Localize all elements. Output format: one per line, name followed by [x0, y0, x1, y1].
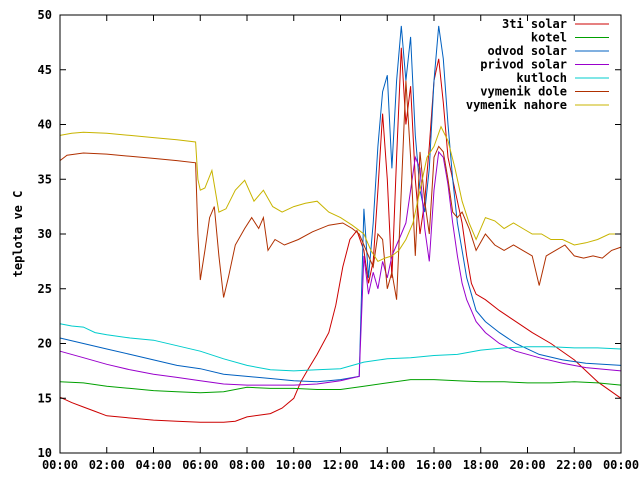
legend-label-1: kotel	[531, 31, 567, 45]
legend-label-2: odvod solar	[488, 44, 567, 58]
legend-label-5: vymenik dole	[480, 85, 567, 99]
series-line-6	[59, 125, 621, 263]
legend-label-3: privod solar	[480, 58, 567, 72]
y-axis-label: teplota ve C	[11, 191, 25, 278]
series-line-5	[59, 80, 622, 300]
x-tick-label-7: 14:00	[369, 458, 405, 472]
y-tick-label-1: 15	[38, 391, 52, 405]
series-layer	[59, 25, 622, 423]
y-tick-label-6: 40	[38, 118, 52, 132]
y-tick-label-7: 45	[38, 63, 52, 77]
x-tick-label-3: 06:00	[182, 458, 218, 472]
series-line-1	[59, 379, 622, 394]
y-tick-label-5: 35	[38, 172, 52, 186]
y-tick-label-0: 10	[38, 446, 52, 460]
ticks-layer: 00:00 02:00 04:00 06:00 08:00 10:00 12:00 14:00…	[38, 8, 640, 472]
legend-label-0: 3ti solar	[502, 17, 567, 31]
x-tick-label-8: 16:00	[416, 458, 452, 472]
x-tick-label-4: 08:00	[229, 458, 265, 472]
y-tick-label-3: 25	[38, 282, 52, 296]
x-tick-label-9: 18:00	[463, 458, 499, 472]
x-tick-label-6: 12:00	[322, 458, 358, 472]
y-tick-label-8: 50	[38, 8, 52, 22]
x-tick-label-2: 04:00	[135, 458, 171, 472]
x-tick-label-10: 20:00	[509, 458, 545, 472]
legend-label-6: vymenik nahore	[466, 98, 567, 112]
y-tick-label-4: 30	[38, 227, 52, 241]
legend-label-4: kutloch	[516, 71, 567, 85]
x-tick-label-5: 10:00	[276, 458, 312, 472]
x-tick-label-11: 22:00	[556, 458, 592, 472]
series-line-0	[59, 47, 622, 423]
series-line-2	[59, 25, 622, 383]
x-tick-label-12: 00:00	[603, 458, 639, 472]
x-tick-label-0: 00:00	[42, 458, 78, 472]
series-line-4	[59, 323, 622, 372]
series-line-3	[59, 150, 622, 386]
y-tick-label-2: 20	[38, 337, 52, 351]
x-tick-label-1: 02:00	[89, 458, 125, 472]
